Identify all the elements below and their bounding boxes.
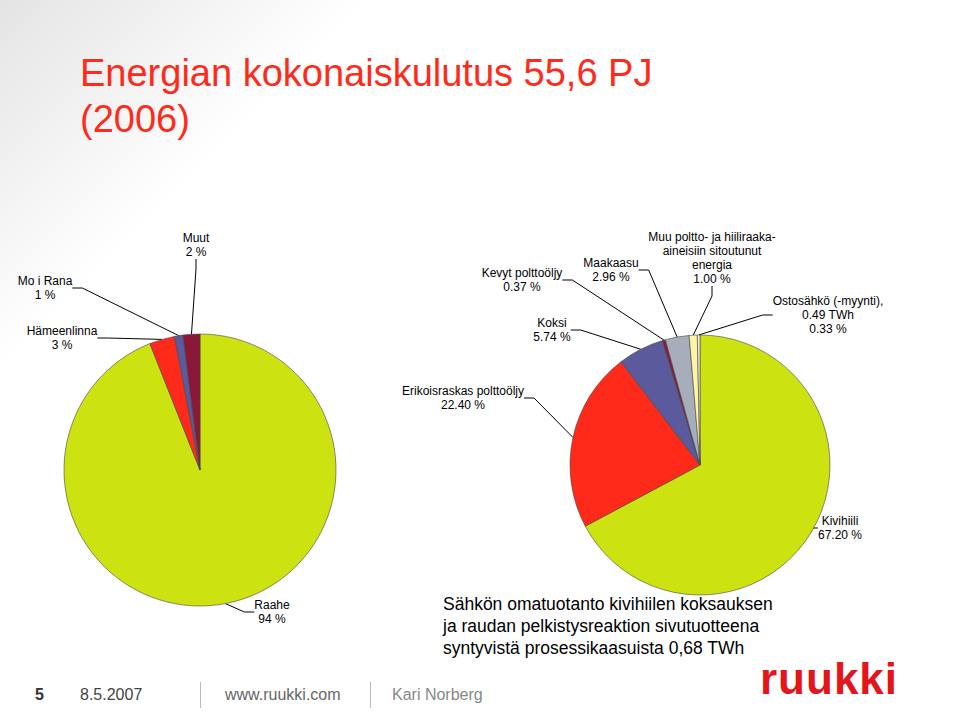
- html-text:ruukki: ruukki: [760, 654, 898, 703]
- svg-text:Muu poltto- ja hiiliraaka-: Muu poltto- ja hiiliraaka-: [648, 230, 775, 244]
- svg-text:22.40 %: 22.40 %: [441, 398, 485, 412]
- svg-text:Maakaasu: Maakaasu: [583, 256, 638, 270]
- html-text:www.ruukki.com: www.ruukki.com: [225, 686, 341, 703]
- svg-text:2 %: 2 %: [186, 245, 207, 259]
- svg-text:0.49 TWh: 0.49 TWh: [802, 308, 854, 322]
- svg-text:aineisiin sitoutunut: aineisiin sitoutunut: [663, 244, 762, 258]
- html-text:Energian kokonaiskulutus 55,6: Energian kokonaiskulutus 55,6 PJ (2006): [80, 52, 653, 140]
- svg-text:Mo i Rana: Mo i Rana: [18, 274, 73, 288]
- html-text:Kari Norberg: Kari Norberg: [392, 686, 483, 703]
- svg-text:5.74 %: 5.74 %: [533, 330, 571, 344]
- html-text:5: 5: [35, 686, 44, 703]
- svg-text:Ostosähkö (-myynti),: Ostosähkö (-myynti),: [773, 294, 884, 308]
- svg-text:Raahe: Raahe: [254, 598, 290, 612]
- svg-text:Erikoisraskas polttoöljy: Erikoisraskas polttoöljy: [402, 384, 524, 398]
- svg-text:94 %: 94 %: [258, 612, 286, 626]
- svg-text:1 %: 1 %: [35, 288, 56, 302]
- svg-text:Muut: Muut: [183, 231, 210, 245]
- svg-text:energia: energia: [692, 258, 732, 272]
- svg-text:3 %: 3 %: [52, 338, 73, 352]
- svg-text:0.33 %: 0.33 %: [809, 322, 847, 336]
- html-text:Sähkön omatuotanto kivihiilen: Sähkön omatuotanto kivihiilen koksauksen…: [443, 594, 773, 658]
- svg-text:2.96 %: 2.96 %: [592, 270, 630, 284]
- svg-text:67.20 %: 67.20 %: [818, 528, 862, 542]
- svg-text:Hämeenlinna: Hämeenlinna: [27, 324, 98, 338]
- svg-text:1.00 %: 1.00 %: [693, 272, 731, 286]
- html-text:8.5.2007: 8.5.2007: [80, 686, 143, 703]
- svg-text:0.37 %: 0.37 %: [503, 280, 541, 294]
- svg-text:Kevyt polttoöljy: Kevyt polttoöljy: [482, 266, 563, 280]
- svg-text:Koksi: Koksi: [537, 316, 566, 330]
- svg-text:Kivihiili: Kivihiili: [822, 514, 859, 528]
